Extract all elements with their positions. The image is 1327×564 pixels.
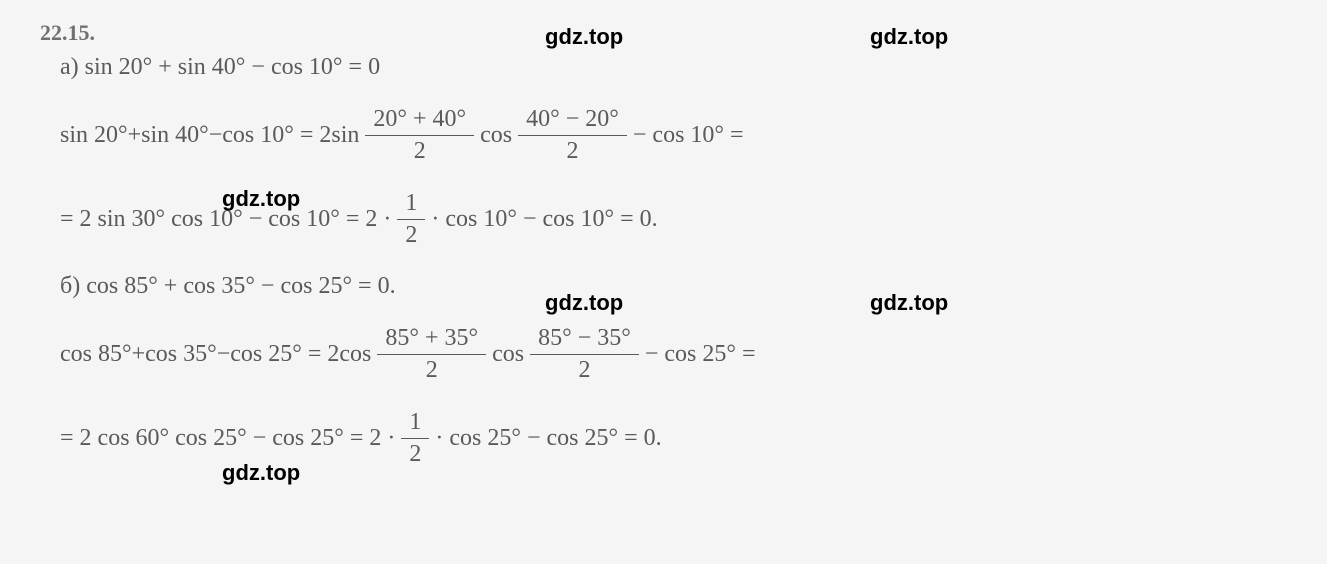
part-a-statement: а) sin 20° + sin 40° − cos 10° = 0 [40, 54, 1287, 81]
part-b-line3: = 2 cos 60° cos 25° − cos 25° = 2 · 1 2 … [40, 408, 1287, 468]
part-b-line2: cos 85°+cos 35°−cos 25° = 2cos 85° + 35°… [40, 324, 1287, 384]
fraction-numerator: 1 [401, 409, 429, 438]
part-b-line2-mid: cos [492, 341, 524, 368]
watermark-text: gdz.top [870, 290, 948, 316]
fraction: 20° + 40° 2 [365, 106, 474, 164]
fraction: 1 2 [397, 190, 425, 248]
watermark-text: gdz.top [222, 186, 300, 212]
part-b-line2-end: − cos 25° = [645, 341, 756, 368]
part-b-line3-end: · cos 25° − cos 25° = 0. [435, 425, 661, 452]
part-a-line3-end: · cos 10° − cos 10° = 0. [431, 206, 657, 233]
fraction: 85° − 35° 2 [530, 325, 639, 383]
part-b-line3-start: = 2 cos 60° cos 25° − cos 25° = 2 · [60, 425, 395, 452]
fraction: 40° − 20° 2 [518, 106, 627, 164]
fraction-numerator: 40° − 20° [518, 106, 627, 135]
part-a-line2-start: sin 20°+sin 40°−cos 10° = 2sin [60, 122, 359, 149]
watermark-text: gdz.top [870, 24, 948, 50]
fraction-denominator: 2 [414, 136, 426, 164]
fraction: 85° + 35° 2 [377, 325, 486, 383]
part-b-equation: cos 85° + cos 35° − cos 25° = 0. [86, 273, 395, 300]
fraction-numerator: 85° − 35° [530, 325, 639, 354]
part-a-line2-end: − cos 10° = [633, 122, 744, 149]
part-a-line2: sin 20°+sin 40°−cos 10° = 2sin 20° + 40°… [40, 105, 1287, 165]
problem-number: 22.15. [40, 20, 1287, 46]
watermark-text: gdz.top [222, 460, 300, 486]
watermark-text: gdz.top [545, 24, 623, 50]
fraction-denominator: 2 [578, 355, 590, 383]
watermark-text: gdz.top [545, 290, 623, 316]
fraction-denominator: 2 [426, 355, 438, 383]
part-b-label: б) [60, 273, 80, 300]
fraction-numerator: 20° + 40° [365, 106, 474, 135]
fraction-denominator: 2 [409, 439, 421, 467]
fraction-numerator: 85° + 35° [377, 325, 486, 354]
fraction-numerator: 1 [397, 190, 425, 219]
part-a-line2-mid: cos [480, 122, 512, 149]
part-b-statement: б) cos 85° + cos 35° − cos 25° = 0. [40, 273, 1287, 300]
part-a-label: а) [60, 54, 79, 81]
fraction-denominator: 2 [567, 136, 579, 164]
fraction-denominator: 2 [405, 220, 417, 248]
fraction: 1 2 [401, 409, 429, 467]
part-b-line2-start: cos 85°+cos 35°−cos 25° = 2cos [60, 341, 371, 368]
part-a-equation: sin 20° + sin 40° − cos 10° = 0 [85, 54, 380, 81]
